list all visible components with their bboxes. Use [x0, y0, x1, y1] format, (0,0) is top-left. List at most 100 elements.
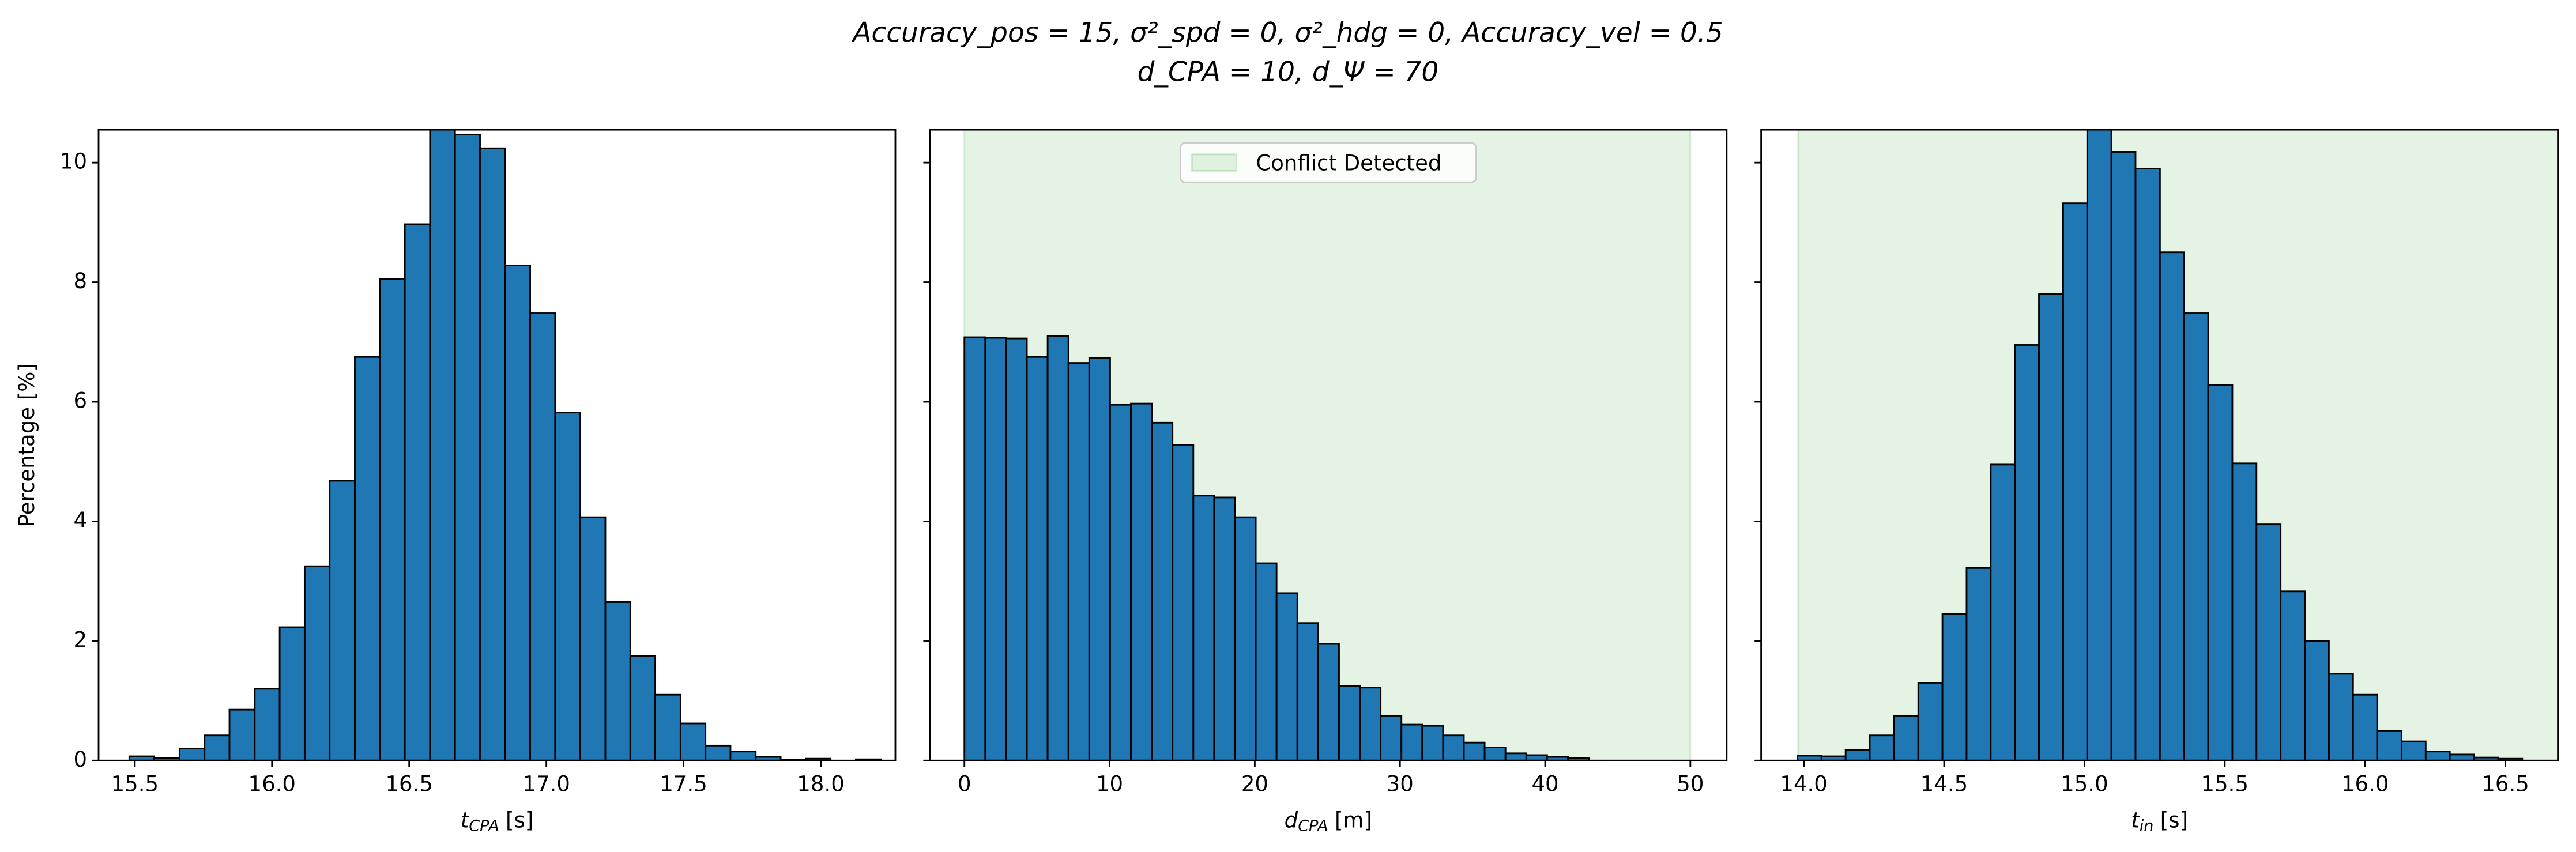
bar	[2376, 730, 2402, 761]
bar	[2231, 462, 2258, 761]
bar	[529, 312, 556, 761]
bar	[1130, 402, 1153, 761]
bar	[1046, 335, 1069, 761]
x-axis-label: tin [s]	[2131, 808, 2188, 835]
bar	[204, 734, 231, 761]
bar	[254, 688, 281, 761]
bar	[1941, 613, 1968, 761]
bar	[2328, 673, 2354, 761]
x-tick-label: 16.0	[248, 772, 296, 797]
x-tick-label: 0	[958, 772, 971, 797]
bar	[303, 565, 331, 761]
bar	[1463, 741, 1486, 761]
bar	[1844, 749, 1871, 761]
bar	[2183, 312, 2209, 761]
bar	[278, 626, 306, 761]
bar	[429, 130, 456, 761]
bar	[1005, 337, 1028, 761]
bar	[2424, 751, 2451, 761]
bar	[579, 516, 607, 761]
x-tick-label: 15.0	[2061, 772, 2108, 797]
x-tick-label: 50	[1677, 772, 1704, 797]
x-label-unit: [m]	[1335, 808, 1372, 832]
bar	[679, 722, 707, 761]
legend-box	[1179, 142, 1477, 183]
x-label-sub: CPA	[1298, 817, 1328, 835]
bar	[1151, 421, 1174, 761]
x-tick-label: 18.0	[797, 772, 844, 797]
x-label-base: d	[1285, 808, 1298, 832]
bar	[1917, 682, 1944, 761]
x-tick-label: 17.5	[660, 772, 707, 797]
plot-area	[1797, 130, 2558, 761]
bar	[1380, 715, 1403, 761]
x-tick-label: 15.5	[111, 772, 159, 797]
bar	[178, 748, 206, 761]
legend-swatch	[1191, 153, 1237, 172]
axes-frame	[97, 129, 897, 761]
bar	[2134, 168, 2161, 761]
bar	[379, 278, 406, 761]
bar	[963, 336, 986, 761]
x-tick-label: 16.5	[385, 772, 432, 797]
bar	[479, 147, 506, 761]
bar	[1965, 567, 1992, 761]
x-tick-label: 14.0	[1780, 772, 1827, 797]
bar	[984, 337, 1007, 761]
bar	[2038, 293, 2064, 761]
x-label-unit: [s]	[2160, 808, 2188, 832]
x-tick-label: 17.0	[522, 772, 570, 797]
bar	[604, 601, 631, 761]
bar	[1504, 752, 1527, 761]
bar	[629, 655, 657, 761]
x-tick-label: 15.5	[2201, 772, 2249, 797]
bar	[554, 412, 581, 761]
bar	[329, 480, 356, 761]
plot-area	[963, 130, 1692, 761]
x-tick-label: 10	[1096, 772, 1123, 797]
bar	[1400, 723, 1423, 761]
bar	[705, 744, 732, 761]
title-line: d_CPA = 10, d_Ψ = 70	[1138, 56, 1439, 88]
bar	[1317, 643, 1340, 761]
bar	[1088, 357, 1111, 761]
bar	[2352, 693, 2378, 761]
bar	[1026, 356, 1049, 761]
x-label-sub: in	[2140, 817, 2154, 835]
bar	[2086, 130, 2112, 761]
y-tick-label: 4	[74, 508, 88, 533]
y-axis-label: Percentage [%]	[14, 363, 39, 527]
bar	[1483, 747, 1507, 761]
bar	[1255, 562, 1278, 761]
y-tick-label: 2	[74, 627, 88, 652]
bar	[1442, 734, 1465, 761]
bar	[2062, 202, 2088, 761]
bar	[404, 223, 431, 761]
bar	[2014, 344, 2040, 761]
x-tick-label: 40	[1531, 772, 1558, 797]
bar	[2207, 384, 2234, 761]
bar	[454, 133, 481, 761]
x-label-sub: CPA	[469, 817, 499, 835]
axes-frame	[929, 129, 1728, 761]
bar	[1067, 362, 1090, 761]
x-tick-label: 16.5	[2481, 772, 2529, 797]
axes-frame	[1760, 129, 2559, 761]
bar	[2401, 740, 2427, 761]
title-line: Accuracy_pos = 15, σ²_spd = 0, σ²_hdg = …	[851, 17, 1723, 48]
bar	[654, 693, 681, 761]
y-tick-label: 0	[74, 747, 88, 772]
x-axis-label: tCPA [s]	[461, 808, 533, 835]
bar	[1234, 516, 1257, 761]
bar	[1869, 734, 1895, 761]
bar	[1275, 592, 1298, 761]
x-tick-label: 20	[1241, 772, 1268, 797]
bar	[504, 265, 532, 761]
bar	[354, 356, 381, 761]
x-tick-label: 14.5	[1920, 772, 1968, 797]
bar	[228, 708, 256, 761]
bar	[1359, 687, 1382, 761]
plot-area	[128, 130, 882, 761]
x-tick-label: 16.0	[2341, 772, 2389, 797]
x-tick-label: 30	[1387, 772, 1414, 797]
